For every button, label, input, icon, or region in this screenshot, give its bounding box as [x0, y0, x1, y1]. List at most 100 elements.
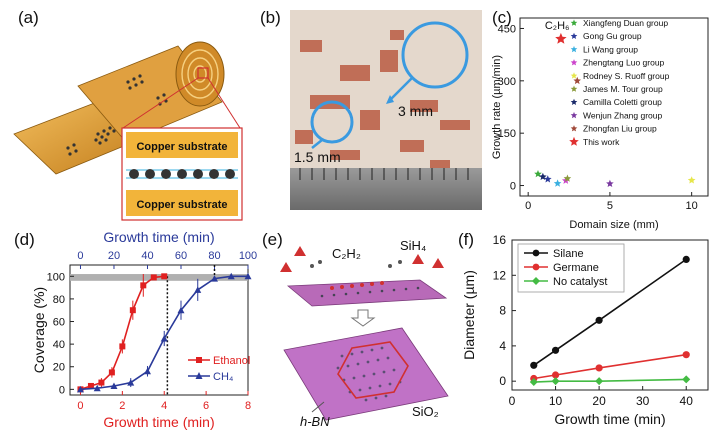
data-point	[127, 379, 135, 386]
data-point	[150, 274, 157, 281]
series-line	[533, 258, 687, 366]
data-point	[160, 334, 168, 342]
material-label-sio2: SiO₂	[412, 404, 439, 419]
legend-entry: Gong Gu group	[583, 31, 642, 41]
data-point	[551, 346, 560, 354]
legend-marker	[570, 32, 578, 39]
y-axis-label: Growth rate (µm/min)	[491, 55, 503, 159]
x-tick-label: 0	[509, 394, 516, 408]
material-label-hbn: h-BN	[300, 414, 330, 429]
legend-entry: This work	[583, 137, 620, 147]
data-point	[140, 282, 147, 289]
copper-roll-illustration: Copper substrate Copper substrate	[13, 41, 243, 221]
x-tick-label-top: 100	[239, 250, 257, 262]
x-tick-label-bottom: 8	[245, 400, 251, 412]
data-point	[210, 275, 218, 282]
roll-end	[175, 41, 225, 107]
plot-frame	[69, 264, 249, 396]
x-tick-label-bottom: 2	[119, 400, 125, 412]
data-point	[595, 316, 603, 324]
y-tick-label: 0	[499, 374, 506, 388]
data-point	[98, 379, 105, 386]
x-axis-label: Domain size (mm)	[569, 219, 658, 231]
data-point	[108, 369, 115, 376]
legend-entry: James M. Tour group	[583, 84, 663, 94]
data-point	[682, 351, 690, 359]
x-tick-label-bottom: 4	[161, 400, 167, 412]
y-tick-label: 80	[53, 294, 65, 306]
data-point	[595, 377, 604, 386]
data-point	[553, 179, 562, 187]
legend-marker	[532, 249, 540, 257]
y-tick-label: 60	[53, 317, 65, 329]
ruler	[290, 168, 482, 210]
data-point	[563, 174, 572, 182]
series-line	[533, 378, 687, 383]
legend-entry: Zhengtang Luo group	[583, 58, 665, 68]
legend-marker	[196, 357, 202, 363]
bottom-copper-layer	[126, 190, 238, 216]
data-point	[129, 307, 136, 314]
legend-entry: Wenjun Zhang group	[583, 110, 663, 120]
y-tick-label: 450	[498, 23, 516, 35]
legend-entry: Germane	[553, 262, 599, 274]
data-point	[539, 172, 547, 180]
chart-f-diameter: 0 10 20 30 40 0 4 8 12 16 Silane Germane No catalys…	[461, 233, 709, 427]
y-tick-label: 0	[510, 181, 516, 193]
panel-label-c: (c)	[492, 8, 512, 27]
data-point	[682, 375, 691, 384]
x-tick-label: 10	[686, 200, 698, 212]
plot-frame	[519, 17, 709, 197]
legend-marker	[195, 372, 203, 379]
panel-label-e: (e)	[262, 230, 283, 249]
y-tick-label: 12	[493, 268, 507, 282]
panel-label-f: (f)	[458, 230, 475, 249]
data-point	[530, 361, 538, 369]
legend-entry: CH₄	[213, 371, 234, 383]
scale-label-1-5mm: 1.5 mm	[294, 149, 341, 165]
series-line	[533, 353, 687, 380]
top-lattice	[320, 286, 420, 298]
sio2-substrate	[283, 327, 449, 421]
data-point	[606, 179, 614, 187]
x-tick-label: 30	[636, 394, 650, 408]
hexagonal-domain-outline	[337, 341, 409, 399]
y-tick-label: 300	[498, 76, 516, 88]
x-axis-label: Growth time (min)	[554, 411, 665, 427]
legend-entry: Zhongfan Liu group	[583, 124, 657, 134]
data-point	[534, 170, 542, 178]
data-point	[143, 367, 151, 375]
panel-label-d: (d)	[14, 230, 35, 249]
top-substrate	[286, 279, 448, 307]
data-point	[573, 76, 581, 85]
x-tick-label-top: 40	[141, 250, 153, 262]
legend-entry: No catalyst	[553, 276, 607, 288]
x-tick-label: 10	[549, 394, 563, 408]
data-point	[194, 286, 202, 293]
small-domain-circle	[310, 100, 354, 144]
x-tick-label-top: 60	[175, 250, 187, 262]
x-tick-label: 40	[680, 394, 694, 408]
data-point	[544, 175, 552, 183]
large-domain-circle	[401, 21, 469, 89]
precursor-molecules	[280, 246, 444, 272]
legend-marker	[569, 136, 579, 146]
copper-oxide-regions	[295, 30, 470, 172]
data-point	[87, 382, 94, 389]
panel-label-a: (a)	[18, 8, 39, 27]
data-point	[177, 306, 185, 314]
y-tick-label: 8	[499, 304, 506, 318]
legend-marker	[532, 277, 540, 285]
legend-entry: Xiangfeng Duan group	[583, 18, 668, 28]
x-tick-label-top: 20	[108, 250, 120, 262]
data-point	[682, 255, 690, 264]
legend-marker	[570, 98, 578, 105]
interlayer-atoms	[126, 169, 238, 179]
y-tick-label: 150	[498, 128, 516, 140]
data-point	[161, 273, 168, 280]
precursor-label-sih4: SiH₄	[400, 238, 426, 253]
data-point	[551, 377, 560, 386]
legend-entry: Ethanol	[213, 355, 250, 367]
hbn-lattice	[336, 346, 402, 402]
